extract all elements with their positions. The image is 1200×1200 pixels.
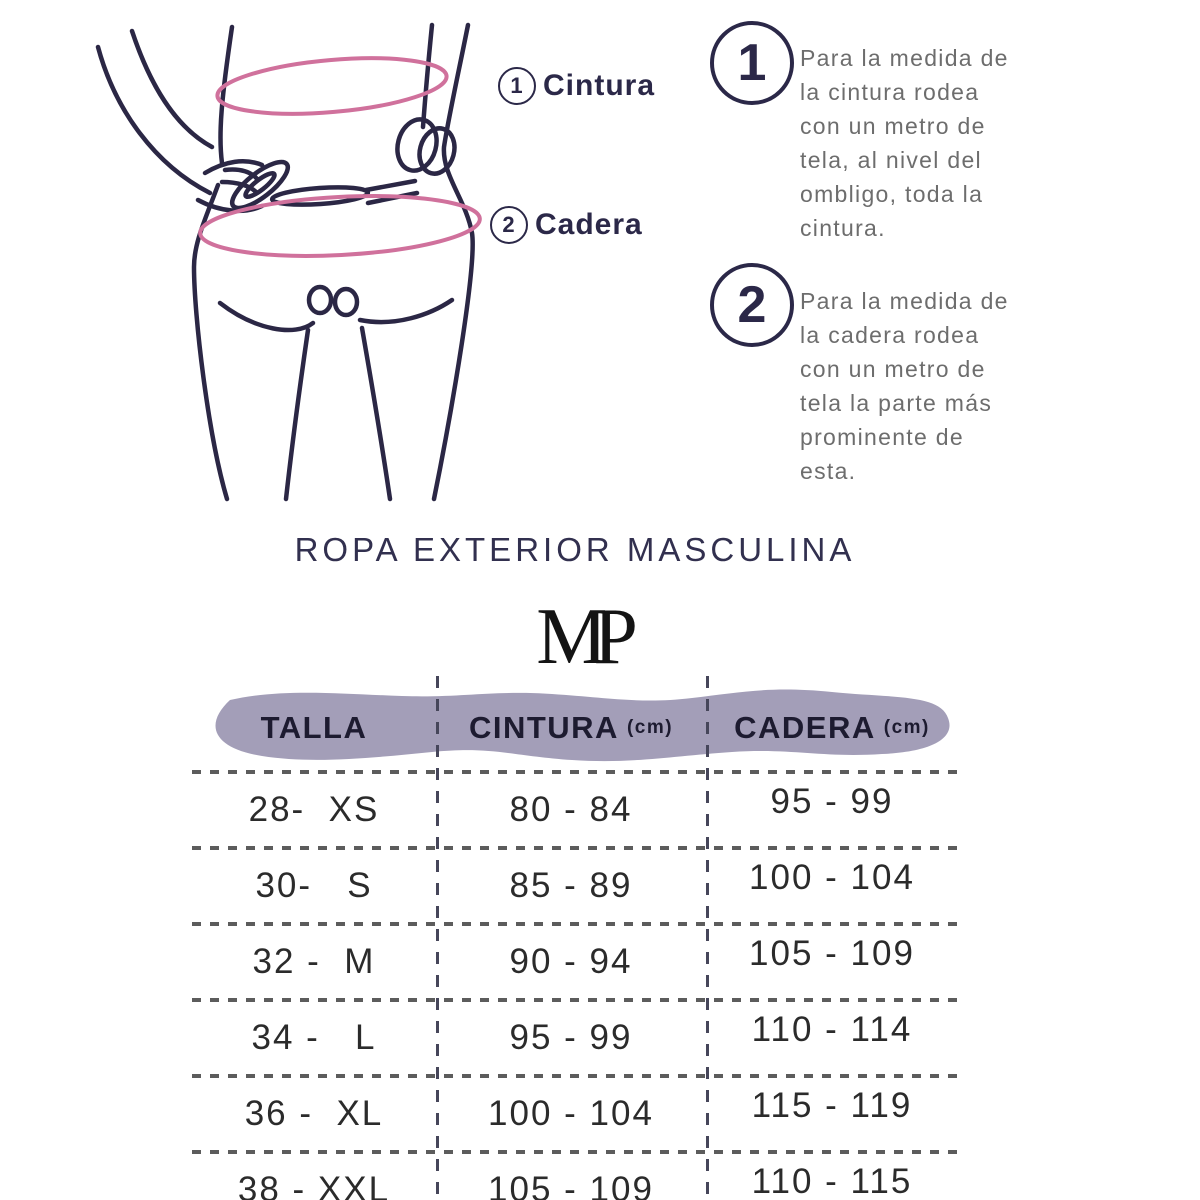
cadera-cell: 95 - 99 [770,782,894,821]
instruction-1-text: Para la medida de la cintura rodea con u… [800,45,1009,241]
talla-cell: 32 - M [252,942,376,981]
hip-measure-ellipse [198,194,482,258]
table-row: 38 - XXL 105 - 109 110 - 115 [192,1152,958,1200]
table-row: 36 - XL 100 - 104 115 - 119 [192,1076,958,1152]
column-divider-1 [436,676,439,1200]
tape-roll-in-hand-core [243,170,277,200]
cadera-cell: 110 - 115 [751,1162,913,1200]
hip-callout: 2 Cadera [490,206,643,244]
hand-top-line [202,159,265,176]
table-row: 32 - M 90 - 94 105 - 109 [192,924,958,1000]
header-talla: TALLA [192,704,436,752]
header-cadera: CADERA (cm) [706,704,958,752]
cintura-cell: 100 - 104 [488,1094,654,1133]
waist-callout: 1 Cintura [498,67,655,105]
talla-cell: 34 - L [251,1018,377,1057]
body-measurement-illustration [95,22,482,502]
row-divider [192,1150,958,1154]
right-crease-line [357,297,455,325]
instruction-2-text: Para la medida de la cadera rodea con un… [800,288,1009,484]
left-inner-thigh-line [283,327,311,502]
tape-roll-cylinder-front [395,117,439,173]
right-torso-line [420,22,435,130]
header-talla-label: TALLA [260,710,368,745]
tape-strip-top [363,178,418,193]
talla-cell: 30- S [255,866,373,905]
cadera-cell: 115 - 119 [751,1086,913,1125]
table-header-band [215,689,950,762]
left-arm-inner-line [129,28,215,150]
instruction-1-number-badge: 1 [710,21,794,105]
tape-roll-cylinder-back [417,126,457,176]
column-divider-2 [706,676,709,1200]
talla-cell: 38 - XXL [237,1170,391,1200]
row-divider [192,770,958,774]
row-divider [192,1074,958,1078]
crease-loop-right [332,286,360,318]
header-cadera-label: CADERA [734,710,876,745]
table-row: 28- XS 80 - 84 95 - 99 [192,772,958,848]
header-cintura-label: CINTURA [468,710,619,745]
left-arm-outer-line [95,44,213,196]
right-inner-thigh-line [359,325,393,502]
cintura-cell: 90 - 94 [509,942,633,981]
left-hip-leg-line [191,182,230,502]
cadera-cell: 100 - 104 [749,858,915,897]
section-title: ROPA EXTERIOR MASCULINA [294,531,856,568]
hip-callout-label: Cadera [535,208,643,241]
tape-strip-loop [269,185,371,207]
instruction-2-number-badge: 2 [710,263,794,347]
right-hip-leg-line [431,22,475,502]
cadera-cell: 110 - 114 [751,1010,913,1049]
circled-number-2-icon: 2 [490,206,528,244]
tape-roll-in-hand [229,159,291,211]
row-divider [192,846,958,850]
left-torso-line [218,24,235,166]
row-divider [192,998,958,1002]
waist-measure-ellipse [215,56,449,116]
crease-loop-left [306,284,334,316]
cintura-cell: 105 - 109 [488,1170,654,1200]
cadera-cell: 105 - 109 [749,934,915,973]
talla-cell: 36 - XL [244,1094,384,1133]
circled-number-1-icon: 1 [498,67,536,105]
cintura-cell: 95 - 99 [509,1018,633,1057]
brand-logo: MP [536,593,638,681]
table-row: 34 - L 95 - 99 110 - 114 [192,1000,958,1076]
instruction-2-number: 2 [737,276,767,334]
finger-line-1 [222,167,261,183]
table-row: 30- S 85 - 89 100 - 104 [192,848,958,924]
cintura-cell: 80 - 84 [509,790,633,829]
header-cintura: CINTURA (cm) [436,704,706,752]
left-crease-line [217,300,316,333]
header-cintura-unit: (cm) [626,717,674,738]
instruction-1-number: 1 [737,34,767,92]
waist-callout-label: Cintura [543,69,655,102]
header-cadera-unit: (cm) [883,717,930,738]
talla-cell: 28- XS [248,790,380,829]
cintura-cell: 85 - 89 [509,866,633,905]
row-divider [192,922,958,926]
